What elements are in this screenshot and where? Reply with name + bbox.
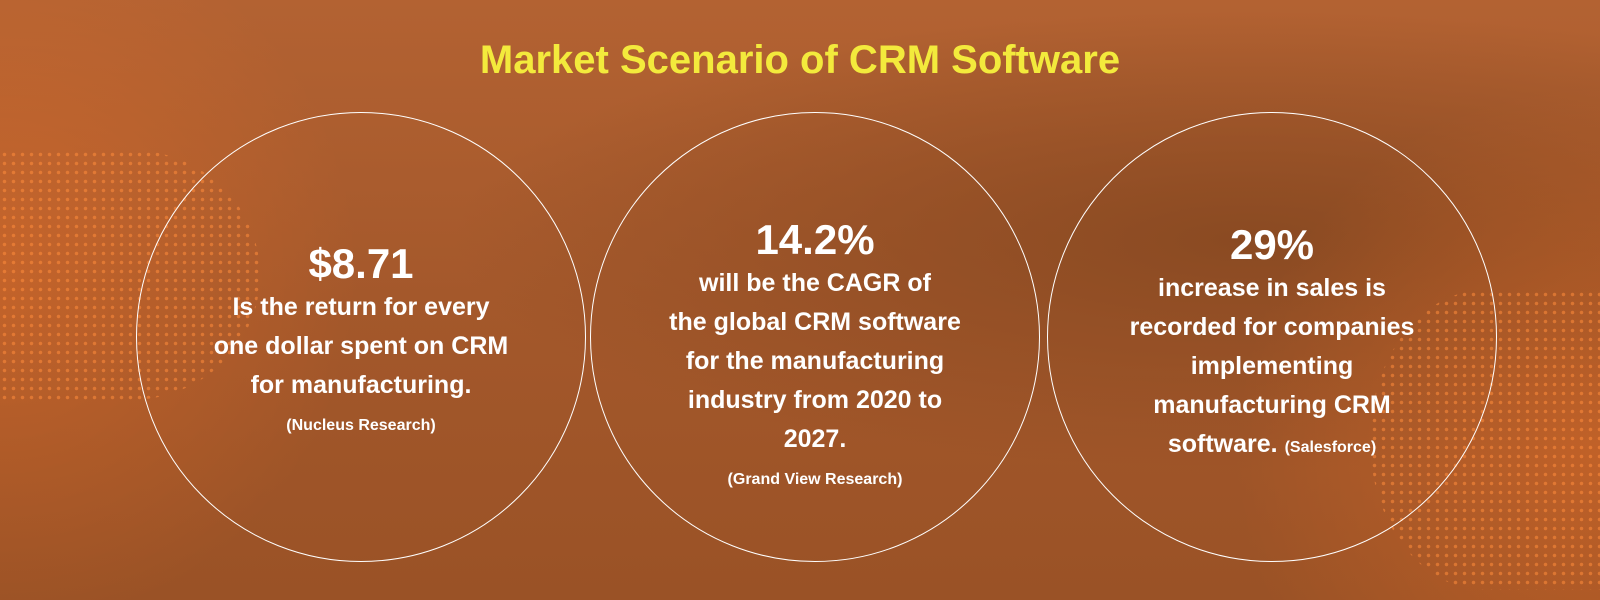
title: Market Scenario of CRM Software <box>479 38 1121 82</box>
stat-line: software. (Salesforce) <box>1168 425 1376 467</box>
stat-source: (Nucleus Research) <box>286 416 436 434</box>
stat-text: increase in sales is <box>1158 274 1386 302</box>
stat-text: 2027. <box>783 424 847 453</box>
stat-text: manufacturing CRM <box>1153 391 1391 419</box>
stat-value: 14.2% <box>755 215 875 263</box>
stat-text: industry from 2020 to <box>687 385 943 414</box>
stat-text: one dollar spent on CRM <box>213 331 509 360</box>
stat-text: recorded for companies <box>1129 313 1415 341</box>
stat-text: Is the return for every <box>232 292 490 321</box>
stat-text: for the manufacturing <box>685 346 945 375</box>
stat-text: for manufacturing. <box>250 370 472 399</box>
stat-circle: 14.2% will be the CAGR of the global CRM… <box>590 112 1040 562</box>
stat-text: will be the CAGR of <box>699 268 931 297</box>
stat-source: (Grand View Research) <box>727 470 903 488</box>
stat-source: (Salesforce) <box>1284 439 1377 456</box>
stat-circle: 29% increase in sales is recorded for co… <box>1047 112 1497 562</box>
stat-circle: $8.71 Is the return for every one dollar… <box>136 112 586 562</box>
stat-text: software. <box>1167 430 1278 458</box>
stat-text: the global CRM software <box>669 307 961 336</box>
stat-value: $8.71 <box>308 239 414 287</box>
stat-value: 29% <box>1229 221 1315 268</box>
stat-text: implementing <box>1190 352 1354 380</box>
